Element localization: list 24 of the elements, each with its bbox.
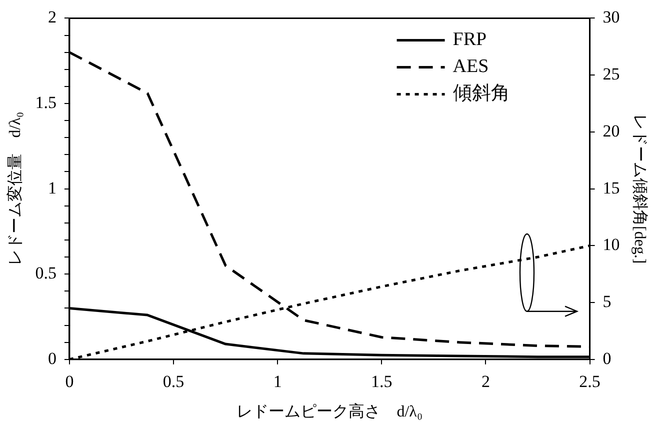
y2-tick-label: 25 xyxy=(602,64,620,84)
x-tick-label: 0 xyxy=(65,372,74,392)
legend-label: AES xyxy=(452,56,489,78)
y2-tick-label: 10 xyxy=(602,235,620,254)
x-tick-label: 0.5 xyxy=(162,372,184,392)
y2-tick-label: 0 xyxy=(602,348,612,368)
y2-axis-title: レドーム傾斜角[deg.] xyxy=(631,114,648,264)
legend-label: FRP xyxy=(452,29,487,50)
y2-tick-label: 20 xyxy=(602,121,620,140)
y-tick-label: 1.5 xyxy=(35,92,56,112)
y2-tick-label: 15 xyxy=(602,178,620,198)
y2-tick-label: 30 xyxy=(602,8,620,27)
y-tick-label: 0.5 xyxy=(35,264,56,283)
x-axis-title: レドームピーク高さ d/λ₀ xyxy=(236,402,423,421)
y-tick-label: 2 xyxy=(48,8,56,27)
x-tick-label: 2.5 xyxy=(579,372,600,392)
legend-label: 傾斜角 xyxy=(452,83,510,104)
x-tick-label: 2 xyxy=(481,372,490,392)
x-tick-label: 1 xyxy=(273,372,282,392)
y-axis-title: レドーム変位量 d/λ₀ xyxy=(6,112,24,266)
y-tick-label: 0 xyxy=(48,348,56,368)
x-tick-label: 1.5 xyxy=(371,372,392,392)
y-tick-label: 1 xyxy=(48,178,56,198)
y2-tick-label: 5 xyxy=(602,292,612,311)
